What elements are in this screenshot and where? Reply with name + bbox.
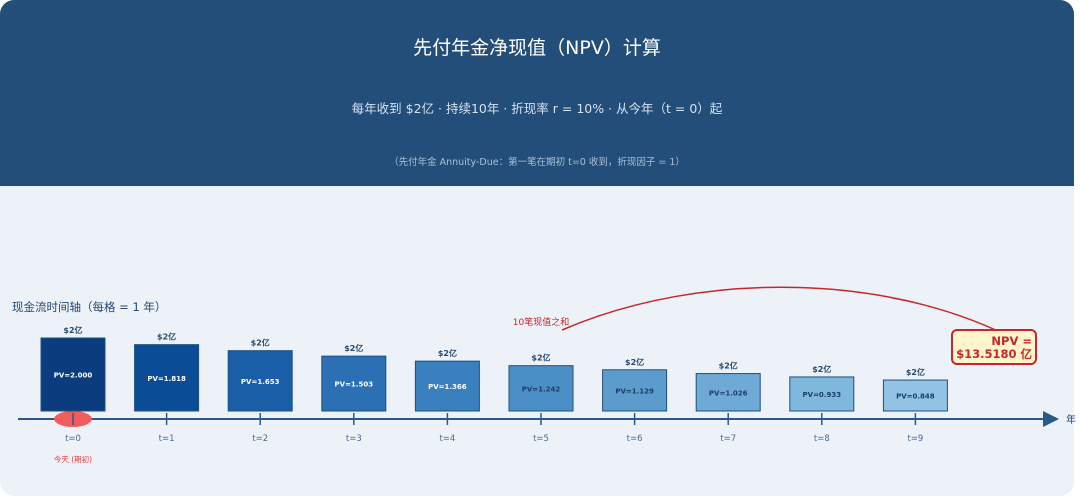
page-subtitle: 每年收到 $2亿 · 持续10年 · 折现率 r = 10% · 从今年（t =… <box>351 101 723 116</box>
tick-label: t=5 <box>533 434 549 444</box>
pv-value-label: PV=1.653 <box>241 378 280 386</box>
cash-flow-label: $2亿 <box>625 357 644 367</box>
tick-label: t=2 <box>252 434 268 444</box>
cash-flow-label: $2亿 <box>63 325 82 335</box>
axis-end-label: 年 <box>1066 413 1076 426</box>
pv-value-label: PV=1.242 <box>522 385 561 393</box>
tick-label: t=6 <box>627 434 643 444</box>
pv-bar <box>789 376 855 412</box>
tick-label: t=7 <box>720 434 736 444</box>
tick-label: t=9 <box>907 434 923 444</box>
pv-value-label: PV=1.818 <box>147 375 186 383</box>
pv-bar <box>321 355 387 412</box>
pv-value-label: PV=0.848 <box>896 393 935 401</box>
tick-label: t=0 <box>65 434 81 444</box>
cash-flow-label: $2亿 <box>531 353 550 363</box>
cash-flow-label: $2亿 <box>719 361 738 371</box>
sum-arrow <box>561 286 1037 352</box>
pv-bar <box>227 350 293 412</box>
pv-value-label: PV=2.000 <box>54 372 93 380</box>
pv-value-label: PV=1.026 <box>709 389 748 397</box>
pv-bar <box>134 344 200 412</box>
cash-flow-label: $2亿 <box>344 343 363 353</box>
tick-label: t=1 <box>159 434 175 444</box>
pv-value-label: PV=1.503 <box>335 381 374 389</box>
npv-label-line1: NPV = <box>991 334 1032 348</box>
page-title: 先付年金净现值（NPV）计算 <box>413 37 661 59</box>
cash-flow-label: $2亿 <box>812 364 831 374</box>
pv-bar <box>695 373 761 412</box>
pv-value-label: PV=1.366 <box>428 383 467 391</box>
tick-label: t=4 <box>439 434 455 444</box>
sum-label: 10笔现值之和 <box>513 316 569 328</box>
tick-label: t=3 <box>346 434 362 444</box>
cash-flow-label: $2亿 <box>157 332 176 342</box>
pv-value-label: PV=0.933 <box>803 391 842 399</box>
cash-flow-label: $2亿 <box>906 367 925 377</box>
pv-value-label: PV=1.129 <box>615 387 654 395</box>
npv-box <box>951 329 1037 365</box>
pv-bar <box>882 379 948 412</box>
today-label: 今天 (期初) <box>54 454 92 464</box>
pv-bar <box>414 360 480 412</box>
pv-bar <box>40 337 106 412</box>
npv-label-line2: $13.5180 亿 <box>956 347 1032 361</box>
timeline-title: 现金流时间轴（每格 = 1 年） <box>12 300 167 314</box>
pv-bar <box>602 369 668 412</box>
annuity-note: （先付年金 Annuity-Due：第一笔在期初 t=0 收到，折现因子 = 1… <box>389 157 685 168</box>
pv-bar <box>508 365 574 412</box>
tick-label: t=8 <box>814 434 830 444</box>
header-banner: 先付年金净现值（NPV）计算 每年收到 $2亿 · 持续10年 · 折现率 r … <box>0 0 1074 186</box>
cash-flow-label: $2亿 <box>251 338 270 348</box>
cash-flow-label: $2亿 <box>438 348 457 358</box>
